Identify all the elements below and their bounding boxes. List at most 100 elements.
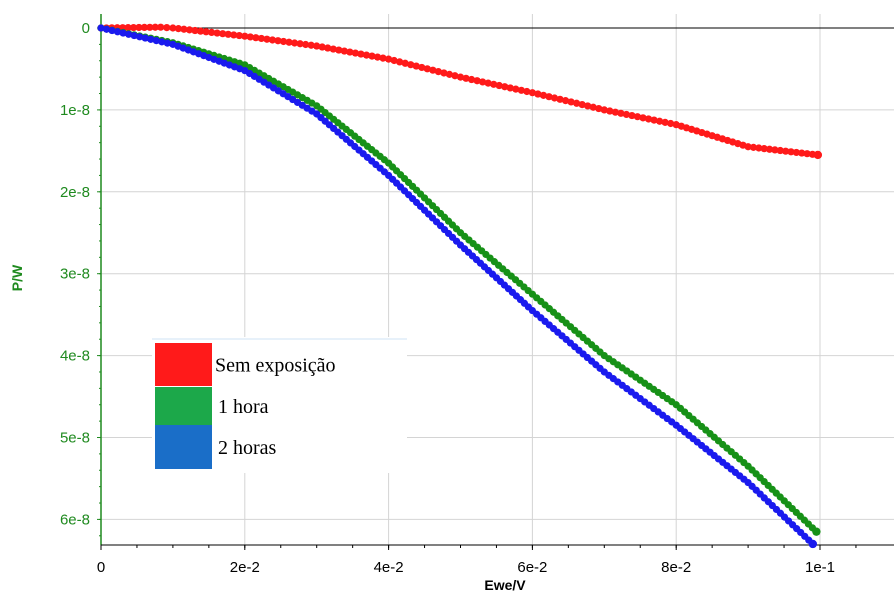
data-point — [279, 37, 288, 46]
data-point — [252, 34, 260, 42]
data-point — [97, 24, 105, 32]
y-tick-labels: 0 1e-8 2e-8 3e-8 4e-8 5e-8 6e-8 — [60, 20, 90, 528]
data-point — [324, 44, 332, 52]
data-point — [539, 91, 548, 99]
data-point — [202, 28, 210, 36]
y-tick-label: 3e-8 — [60, 266, 90, 283]
data-point — [351, 49, 360, 57]
data-point — [550, 94, 559, 102]
data-point — [147, 35, 155, 43]
data-point — [808, 539, 818, 549]
data-point — [490, 80, 498, 88]
data-point — [135, 23, 143, 32]
data-point — [169, 24, 177, 32]
data-point — [180, 25, 188, 33]
data-point — [390, 56, 398, 65]
data-point — [129, 23, 138, 32]
x-tick-label: 0 — [97, 559, 105, 576]
data-point — [158, 38, 166, 46]
data-point — [290, 39, 299, 47]
data-point — [782, 147, 790, 155]
data-point — [130, 31, 138, 40]
data-point — [318, 43, 326, 51]
data-point — [285, 38, 293, 46]
data-point — [523, 87, 531, 96]
data-point — [141, 34, 149, 42]
data-point — [257, 34, 265, 43]
data-point — [379, 54, 387, 62]
data-point — [813, 150, 823, 160]
data-point — [473, 77, 481, 85]
data-point — [445, 70, 454, 78]
y-tick-label: 1e-8 — [60, 102, 90, 119]
data-point — [484, 79, 492, 87]
x-tick-label: 2e-2 — [230, 559, 260, 576]
legend: Sem exposição 1 hora 2 horas — [152, 337, 407, 473]
data-point — [617, 109, 625, 117]
x-axis-label: Ewe/V — [484, 577, 526, 593]
data-point — [812, 527, 821, 536]
data-point — [157, 23, 165, 31]
data-point — [396, 58, 404, 66]
legend-label: 2 horas — [218, 437, 277, 459]
y-tick-label: 0 — [82, 20, 90, 37]
data-point — [174, 25, 183, 33]
data-point — [495, 81, 503, 90]
data-point — [146, 23, 154, 31]
data-point — [102, 25, 111, 33]
data-point — [644, 115, 653, 123]
data-point — [136, 33, 144, 41]
data-point — [633, 113, 642, 121]
y-tick-label: 6e-8 — [60, 511, 90, 528]
data-point — [263, 35, 271, 43]
data-point — [667, 119, 675, 128]
data-point — [534, 90, 542, 98]
data-point — [434, 67, 442, 76]
data-point — [196, 27, 205, 35]
data-point — [760, 145, 768, 153]
series-3 — [97, 24, 818, 549]
legend-swatch — [155, 343, 212, 386]
data-point — [152, 37, 160, 45]
data-point — [113, 28, 122, 36]
data-point — [385, 55, 393, 63]
x-tick-label: 4e-2 — [374, 559, 404, 576]
y-axis-label: P/W — [9, 264, 25, 291]
data-point — [151, 23, 159, 31]
y-tick-label: 5e-8 — [60, 430, 90, 447]
legend-label: 1 hora — [218, 396, 269, 418]
data-point — [246, 33, 254, 41]
data-point — [573, 99, 581, 107]
data-point — [418, 63, 426, 72]
data-point — [274, 37, 282, 45]
data-point — [241, 32, 249, 40]
data-point — [467, 75, 476, 84]
series-1 — [97, 23, 823, 160]
data-point — [656, 117, 664, 125]
data-point — [423, 65, 431, 73]
data-point — [798, 149, 806, 157]
data-point — [219, 30, 227, 38]
data-point — [268, 36, 277, 44]
data-point — [589, 103, 597, 111]
x-tick-label: 6e-2 — [517, 559, 547, 576]
data-point — [462, 74, 470, 82]
data-point — [163, 23, 171, 32]
data-point — [771, 146, 779, 154]
data-point — [528, 89, 537, 97]
data-point — [368, 52, 376, 60]
data-point — [373, 53, 382, 61]
data-point — [611, 108, 619, 116]
data-point — [429, 66, 437, 74]
legend-label: Sem exposição — [215, 355, 336, 377]
data-point — [346, 48, 354, 56]
x-tick-labels: 0 2e-2 4e-2 6e-2 8e-2 1e-1 — [97, 559, 835, 576]
data-point — [208, 28, 216, 37]
data-point — [456, 73, 465, 81]
data-point — [584, 102, 592, 110]
data-point — [307, 41, 315, 49]
y-tick-label: 4e-8 — [60, 348, 90, 365]
data-point — [792, 148, 800, 157]
data-point — [567, 98, 575, 106]
